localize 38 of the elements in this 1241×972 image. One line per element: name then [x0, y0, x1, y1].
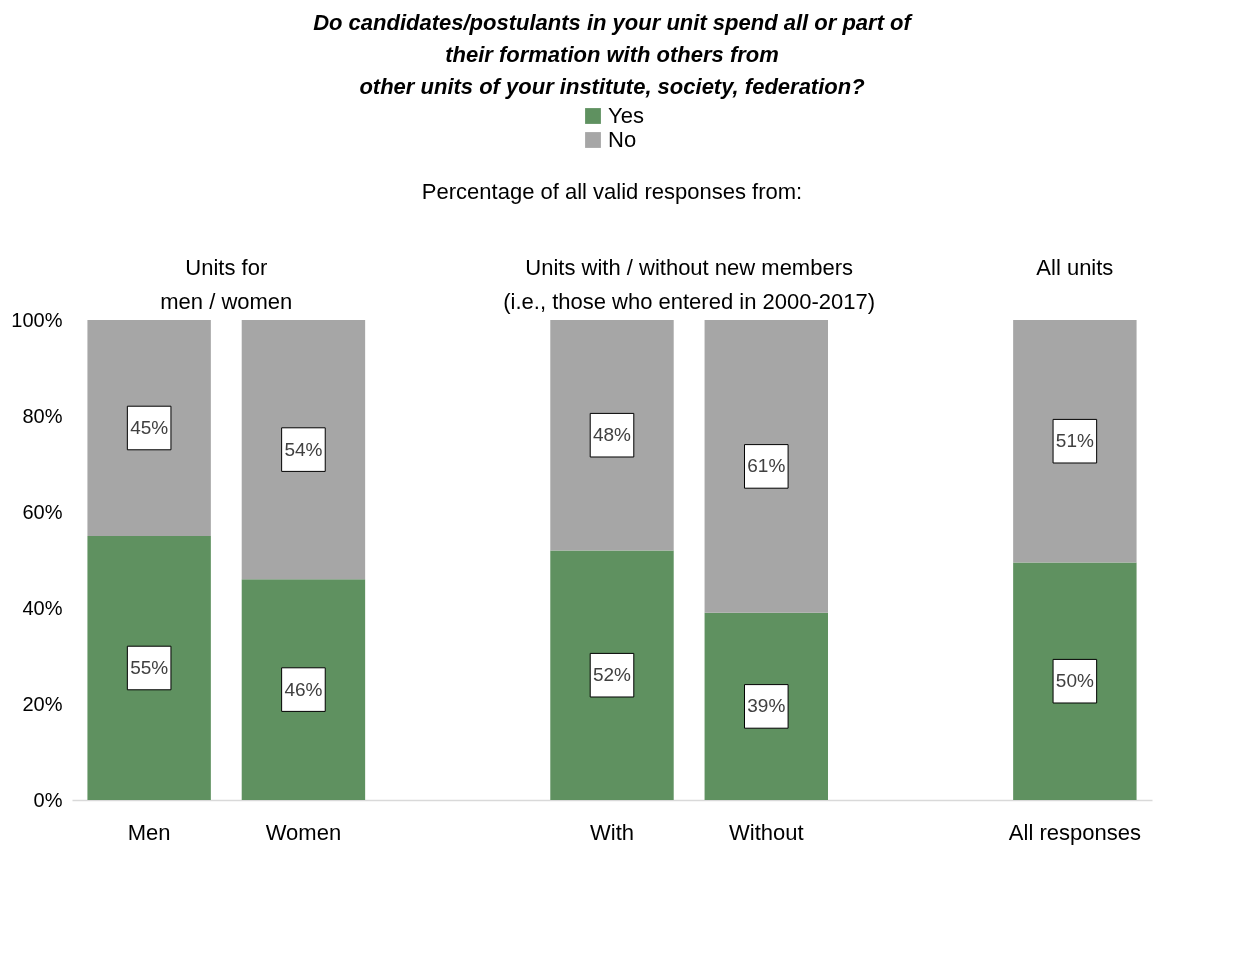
data-label: 45% — [130, 417, 169, 438]
y-tick-label: 0% — [33, 788, 63, 811]
bar — [1013, 562, 1137, 800]
bar — [550, 320, 674, 551]
data-label: 51% — [1055, 430, 1094, 452]
x-tick-label: Men — [127, 819, 171, 845]
data-label: 55% — [130, 657, 169, 678]
data-label: 48% — [592, 424, 632, 446]
legend-label: No — [608, 127, 637, 152]
text: Units with / without new members (i.e., those who entered in 2000-2017) — [503, 255, 876, 314]
x-tick-label: All responses — [1008, 819, 1141, 845]
data-label: 54% — [284, 438, 323, 460]
bar — [550, 550, 674, 800]
legend-label: Yes — [608, 103, 644, 128]
y-tick-label: 20% — [22, 692, 63, 715]
data-label: 61% — [747, 455, 786, 477]
bar — [241, 320, 366, 580]
text: Percentage of all valid responses from: — [421, 179, 803, 204]
x-tick-label: With — [590, 819, 634, 845]
chart-title: Do candidates/postulants in your unit spend all or part of their formation with others from other units of your institute, society, federation? — [313, 10, 914, 99]
y-tick-label: 40% — [22, 596, 63, 619]
data-label: 52% — [592, 664, 632, 686]
x-tick-label: Women — [265, 819, 342, 845]
y-tick-label: 80% — [22, 404, 63, 427]
x-tick-label: Without — [728, 819, 804, 845]
data-label: 39% — [747, 695, 786, 717]
bar — [241, 579, 366, 800]
data-label: 46% — [284, 678, 323, 700]
y-tick-label: 60% — [22, 500, 63, 523]
bar — [87, 320, 211, 536]
y-tick-label: 100% — [11, 308, 63, 331]
bar — [704, 320, 828, 613]
text: Units for men / women — [160, 255, 293, 314]
data-label: 50% — [1055, 670, 1094, 692]
text: All units — [1036, 255, 1114, 280]
bar — [87, 536, 211, 800]
bar — [1013, 320, 1137, 563]
bar — [704, 612, 828, 800]
